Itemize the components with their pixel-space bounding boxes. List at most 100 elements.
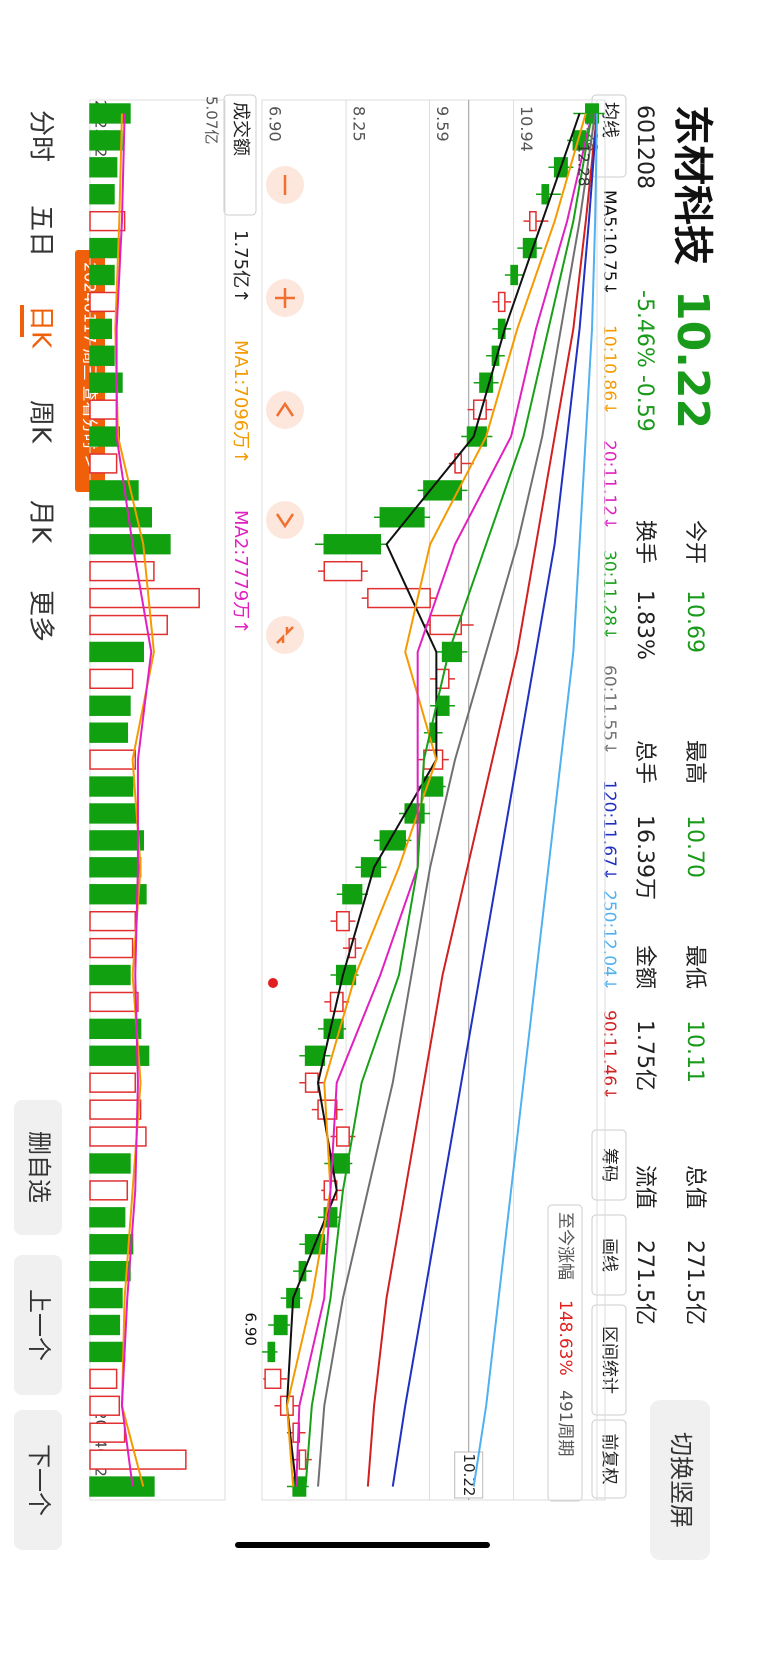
candle-body: [335, 1126, 350, 1147]
min-label: 6.90: [242, 1313, 260, 1346]
volume-bar: [89, 237, 121, 259]
tab-underline: [20, 305, 24, 337]
tab[interactable]: 五日: [26, 205, 56, 257]
marker-dot: [268, 978, 278, 988]
home-indicator: [235, 1542, 490, 1548]
volume-bar: [89, 695, 131, 716]
stat-value: 16.39万: [632, 815, 657, 900]
volume-bar: [89, 614, 168, 636]
ma-line: [285, 113, 581, 1487]
zoom-controls[interactable]: [266, 166, 304, 654]
volume-bar: [89, 1368, 118, 1390]
volume-bar: [89, 884, 147, 905]
volume-bar: [89, 103, 131, 124]
ma-line: [391, 113, 598, 1487]
volume-bar: [89, 749, 137, 770]
tool-button[interactable]: [591, 1129, 627, 1201]
tool-label[interactable]: 筹码: [599, 1148, 619, 1182]
volume-bar: [89, 776, 134, 797]
volume-bar: [89, 964, 131, 986]
stat-label: 金额: [632, 945, 657, 989]
ma-line: [115, 113, 153, 1487]
volume-bar: [89, 722, 129, 743]
volume-bar: [89, 1180, 129, 1201]
ma-legend: 250:12.04↓: [599, 890, 619, 991]
control[interactable]: [266, 391, 304, 429]
tab[interactable]: 更多: [26, 590, 56, 642]
tab[interactable]: 日K: [26, 305, 56, 349]
volume-bar: [89, 1314, 121, 1336]
range-label: 至今涨幅: [555, 1212, 575, 1280]
volume-bar: [89, 1422, 126, 1443]
candle-body: [335, 910, 350, 932]
volume-bar: [89, 1341, 126, 1363]
ma-button-label[interactable]: 均线: [599, 102, 620, 138]
stat-value: 1.83%: [632, 590, 657, 660]
switch-label[interactable]: 切换竖屏: [667, 1432, 695, 1528]
volume-bar: [89, 1018, 142, 1040]
tool-label[interactable]: 区间统计: [599, 1326, 619, 1394]
last-date: 20240624: [92, 1410, 110, 1486]
candle-body: [541, 184, 550, 205]
button-bg[interactable]: [14, 1255, 62, 1395]
candle-body: [304, 1045, 326, 1066]
range-box: [547, 1204, 583, 1502]
volume-bar: [89, 857, 142, 878]
stat-value: 10.11: [682, 1020, 707, 1083]
volume-title[interactable]: 成交额: [230, 102, 251, 156]
stat-label: 最低: [682, 945, 707, 989]
tab[interactable]: 周K: [26, 400, 56, 444]
tool-button[interactable]: [591, 1304, 627, 1416]
tool-button[interactable]: [591, 1214, 627, 1296]
candle-body: [367, 587, 431, 609]
volume-bar: [89, 1126, 147, 1147]
volume-button[interactable]: [223, 94, 257, 216]
ma-line: [366, 113, 598, 1487]
volume-bar: [89, 641, 145, 663]
y-tick-label: 9.59: [433, 106, 452, 142]
collapse: [276, 633, 285, 644]
candle-body: [348, 937, 357, 959]
ma-line: [472, 113, 598, 1487]
ma-legend: 120:11.67↓: [599, 780, 619, 881]
volume-bar: [89, 1234, 134, 1255]
switch-button[interactable]: [650, 1400, 710, 1560]
stat-value: 271.5亿: [632, 1240, 657, 1325]
bottom-button-label[interactable]: 删自选: [25, 1131, 53, 1203]
stock-name: 东材科技: [669, 105, 715, 265]
volume-bar: [89, 937, 134, 959]
left: [275, 401, 295, 417]
control[interactable]: [266, 616, 304, 654]
max-label: 12.28: [575, 143, 593, 186]
right: [275, 513, 295, 529]
range-value: 148.63%: [555, 1300, 575, 1376]
button-bg[interactable]: [14, 1100, 62, 1235]
tool-label[interactable]: 画线: [599, 1238, 619, 1272]
stat-value: 10.69: [682, 590, 707, 653]
ma-line: [317, 113, 597, 1487]
volume-bar: [89, 1260, 131, 1282]
candle-body: [342, 884, 363, 905]
bottom-button-label[interactable]: 上一个: [25, 1289, 53, 1361]
volume-bar: [89, 991, 139, 1013]
tab[interactable]: 分时: [26, 110, 56, 162]
ma-legend: 90:11.46↓: [599, 1010, 619, 1100]
stat-label: 最高: [682, 740, 707, 784]
volume-bar: [89, 507, 152, 528]
volume-bar: [89, 668, 134, 690]
candle-body: [497, 291, 506, 313]
control[interactable]: [266, 501, 304, 539]
candle-body: [304, 1072, 319, 1093]
y-tick-label: 6.90: [266, 106, 285, 142]
tab[interactable]: 月K: [26, 500, 56, 544]
tool-label[interactable]: 前复权: [599, 1434, 619, 1485]
stat-label: 换手: [632, 520, 657, 564]
bottom-button-label[interactable]: 下一个: [25, 1444, 53, 1516]
candle-body: [429, 614, 463, 636]
tool-button[interactable]: [591, 1419, 627, 1499]
candle-body: [529, 210, 537, 232]
volume-bar: [89, 291, 118, 313]
button-bg[interactable]: [14, 1410, 62, 1550]
